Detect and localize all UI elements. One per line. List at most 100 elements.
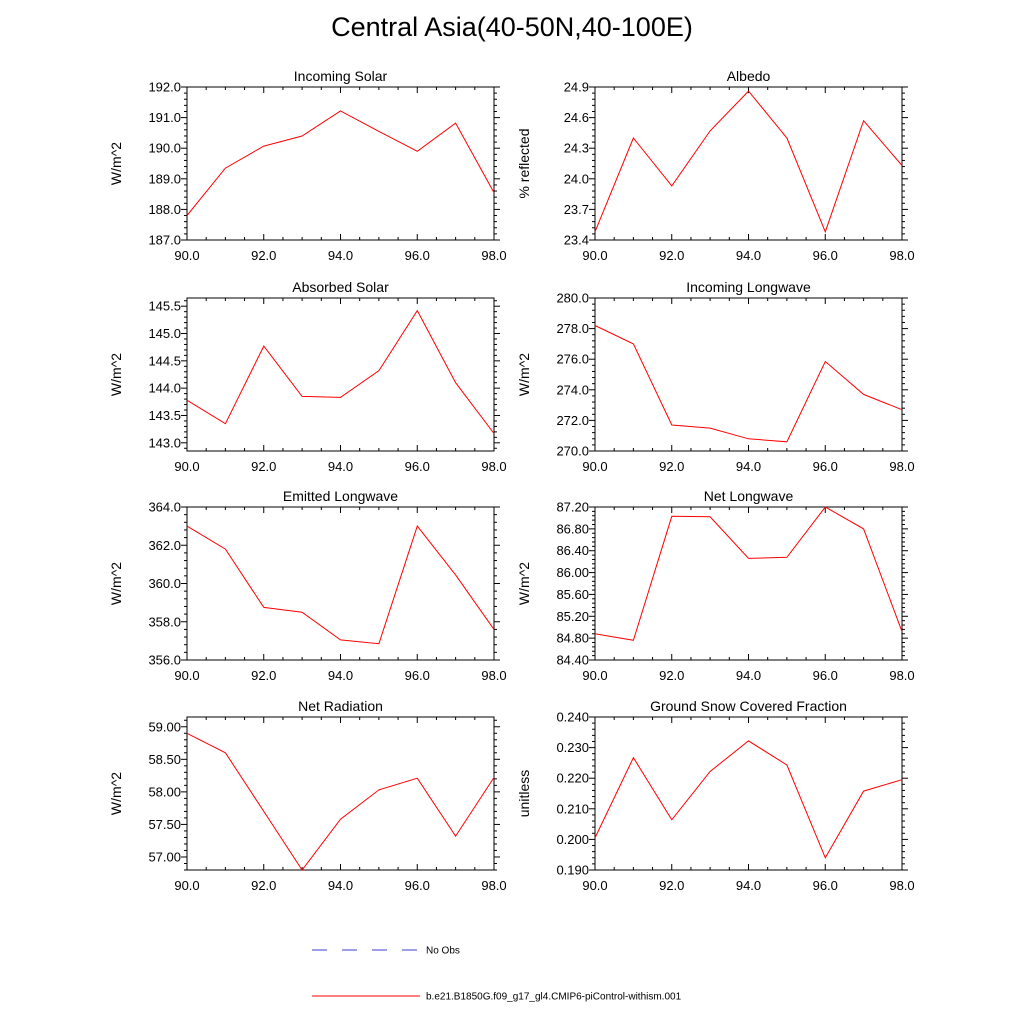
x-tick-label: 94.0 bbox=[736, 668, 761, 683]
y-tick-label: 86.00 bbox=[556, 565, 589, 580]
chart-panel-ground-snow-covered-fraction: 90.0 92.0 94.0 96.0 98.0 0.190 0.200 0.210 0.220… bbox=[516, 698, 915, 893]
x-tick-label: 96.0 bbox=[813, 878, 838, 893]
y-tick-label: 23.4 bbox=[564, 233, 589, 248]
series-line-0 bbox=[186, 309, 495, 434]
y-axis-label: W/m^2 bbox=[108, 562, 124, 605]
y-tick-label: 356.0 bbox=[148, 653, 181, 668]
panel-title: Incoming Longwave bbox=[686, 279, 811, 295]
y-tick-label: 24.6 bbox=[564, 110, 589, 125]
y-axis-label: W/m^2 bbox=[108, 772, 124, 815]
y-tick-label: 86.80 bbox=[556, 521, 589, 536]
x-tick-label: 96.0 bbox=[405, 878, 430, 893]
y-tick-label: 188.0 bbox=[148, 202, 181, 217]
y-tick-label: 190.0 bbox=[148, 141, 181, 156]
y-tick-label: 187.0 bbox=[148, 233, 181, 248]
series-line-0 bbox=[594, 506, 903, 641]
y-tick-label: 278.0 bbox=[556, 321, 589, 336]
x-tick-label: 90.0 bbox=[174, 248, 199, 263]
panel-title: Albedo bbox=[727, 68, 771, 84]
chart-panel-albedo: 90.0 92.0 94.0 96.0 98.0 23.4 23.7 24.0 24.3 24.6… bbox=[516, 68, 915, 263]
series-line-0 bbox=[186, 110, 495, 216]
x-tick-label: 92.0 bbox=[251, 878, 276, 893]
panel-title: Incoming Solar bbox=[294, 68, 388, 84]
y-tick-label: 24.0 bbox=[564, 171, 589, 186]
plot-frame bbox=[594, 86, 903, 241]
plot-frame bbox=[594, 506, 903, 661]
x-tick-label: 90.0 bbox=[582, 459, 607, 474]
page-title: Central Asia(40-50N,40-100E) bbox=[331, 12, 693, 42]
x-tick-label: 94.0 bbox=[328, 668, 353, 683]
y-tick-label: 58.50 bbox=[148, 752, 181, 767]
plot-frame bbox=[594, 297, 903, 452]
x-tick-label: 96.0 bbox=[405, 459, 430, 474]
y-tick-label: 360.0 bbox=[148, 576, 181, 591]
y-tick-label: 144.0 bbox=[148, 381, 181, 396]
y-tick-label: 57.00 bbox=[148, 849, 181, 864]
y-tick-label: 272.0 bbox=[556, 413, 589, 428]
y-tick-label: 362.0 bbox=[148, 538, 181, 553]
x-tick-label: 98.0 bbox=[889, 668, 914, 683]
panel-title: Net Longwave bbox=[704, 488, 794, 504]
chart-panel-net-radiation: 90.0 92.0 94.0 96.0 98.0 57.00 57.50 58.00 58.50… bbox=[108, 698, 507, 893]
y-tick-label: 0.210 bbox=[556, 801, 589, 816]
series-line-0 bbox=[594, 325, 903, 443]
y-tick-label: 59.00 bbox=[148, 719, 181, 734]
x-tick-label: 90.0 bbox=[582, 248, 607, 263]
x-tick-label: 98.0 bbox=[889, 248, 914, 263]
y-tick-label: 84.80 bbox=[556, 631, 589, 646]
plot-frame bbox=[186, 297, 495, 452]
x-tick-label: 92.0 bbox=[659, 248, 684, 263]
y-tick-label: 144.5 bbox=[148, 353, 181, 368]
y-tick-label: 0.200 bbox=[556, 832, 589, 847]
x-tick-label: 94.0 bbox=[736, 878, 761, 893]
y-tick-label: 0.240 bbox=[556, 710, 589, 725]
y-tick-label: 364.0 bbox=[148, 500, 181, 515]
x-tick-label: 90.0 bbox=[582, 878, 607, 893]
chart-panel-incoming-longwave: 90.0 92.0 94.0 96.0 98.0 270.0 272.0 274.0 276.0… bbox=[516, 279, 915, 474]
y-tick-label: 58.00 bbox=[148, 784, 181, 799]
chart-panel-absorbed-solar: 90.0 92.0 94.0 96.0 98.0 143.0 143.5 144.0 144.5… bbox=[108, 279, 507, 474]
x-tick-label: 92.0 bbox=[659, 878, 684, 893]
x-tick-label: 96.0 bbox=[405, 668, 430, 683]
y-tick-label: 189.0 bbox=[148, 171, 181, 186]
x-tick-label: 92.0 bbox=[251, 248, 276, 263]
x-tick-label: 94.0 bbox=[328, 878, 353, 893]
x-tick-label: 90.0 bbox=[174, 459, 199, 474]
chart-panel-incoming-solar: 90.0 92.0 94.0 96.0 98.0 187.0 188.0 189.0 190.0… bbox=[108, 68, 507, 263]
y-tick-label: 145.5 bbox=[148, 299, 181, 314]
x-tick-label: 98.0 bbox=[481, 668, 506, 683]
y-tick-label: 85.60 bbox=[556, 587, 589, 602]
y-tick-label: 24.9 bbox=[564, 80, 589, 95]
chart-panel-emitted-longwave: 90.0 92.0 94.0 96.0 98.0 356.0 358.0 360.0 362.0… bbox=[108, 488, 507, 683]
series-line-0 bbox=[594, 90, 903, 234]
y-tick-label: 280.0 bbox=[556, 291, 589, 306]
x-tick-label: 94.0 bbox=[736, 248, 761, 263]
x-tick-label: 98.0 bbox=[481, 459, 506, 474]
y-axis-label: unitless bbox=[516, 770, 532, 817]
y-axis-label: W/m^2 bbox=[516, 353, 532, 396]
x-tick-label: 92.0 bbox=[251, 668, 276, 683]
y-tick-label: 0.230 bbox=[556, 740, 589, 755]
plot-frame bbox=[594, 716, 903, 871]
x-tick-label: 90.0 bbox=[174, 878, 199, 893]
plot-frame bbox=[186, 716, 495, 871]
y-tick-label: 143.5 bbox=[148, 408, 181, 423]
y-tick-label: 276.0 bbox=[556, 352, 589, 367]
chart-panels: 90.0 92.0 94.0 96.0 98.0 187.0 188.0 189.0 190.0… bbox=[108, 68, 915, 893]
x-tick-label: 94.0 bbox=[328, 248, 353, 263]
y-tick-label: 24.3 bbox=[564, 141, 589, 156]
x-tick-label: 90.0 bbox=[582, 668, 607, 683]
legend-label-model: b.e21.B1850G.f09_g17_gl4.CMIP6-piControl… bbox=[426, 992, 682, 1003]
x-tick-label: 94.0 bbox=[328, 459, 353, 474]
panel-title: Absorbed Solar bbox=[292, 279, 389, 295]
y-tick-label: 84.40 bbox=[556, 653, 589, 668]
y-tick-label: 274.0 bbox=[556, 382, 589, 397]
y-tick-label: 0.190 bbox=[556, 863, 589, 878]
y-tick-label: 23.7 bbox=[564, 202, 589, 217]
y-tick-label: 145.0 bbox=[148, 326, 181, 341]
x-tick-label: 96.0 bbox=[405, 248, 430, 263]
x-tick-label: 94.0 bbox=[736, 459, 761, 474]
x-tick-label: 92.0 bbox=[659, 668, 684, 683]
series-line-0 bbox=[594, 740, 903, 859]
